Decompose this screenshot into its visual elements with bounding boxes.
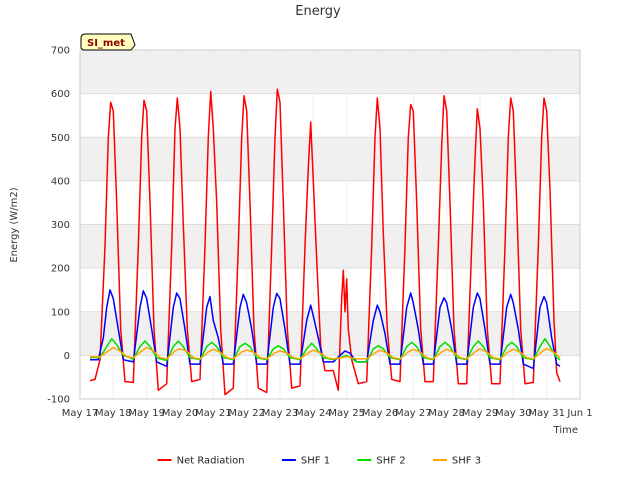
y-tick-label: 700	[51, 46, 70, 57]
y-tick-label: 200	[51, 264, 70, 275]
y-tick-label: 600	[51, 89, 70, 100]
plot-frame	[79, 49, 581, 400]
y-tick-labels: -100 0 100 200 300 400 500 600 700	[47, 46, 70, 406]
series-line-shf-3	[90, 346, 561, 360]
plot-band	[80, 137, 580, 181]
x-tick-label: May 26	[362, 408, 399, 419]
y-tick-label: 400	[51, 176, 70, 187]
series-line-net-radiation	[89, 88, 561, 396]
series-line-shf-1	[90, 289, 561, 370]
x-tick-label: May 30	[495, 408, 532, 419]
x-tick-label: May 25	[328, 408, 365, 419]
x-tick-label: May 17	[62, 408, 99, 419]
y-tick-label: 300	[51, 220, 70, 231]
x-tick-label: May 29	[462, 408, 499, 419]
plot-band	[80, 50, 580, 94]
x-tick-label: May 23	[262, 408, 299, 419]
legend-label: SHF 2	[376, 456, 405, 467]
x-tick-label: May 19	[128, 408, 165, 419]
y-tick-label: 100	[51, 307, 70, 318]
legend-item-shf-2: SHF 2	[357, 456, 406, 467]
y-tick-label: -100	[47, 395, 70, 406]
axes	[79, 49, 581, 400]
site-badge-label: SI_met	[87, 38, 125, 49]
legend-item-net-radiation: Net Radiation	[157, 456, 245, 467]
legend-item-shf-1: SHF 1	[281, 456, 330, 467]
x-tick-label: May 18	[95, 408, 132, 419]
plot-band	[80, 311, 580, 356]
legend-label: Net Radiation	[177, 456, 245, 467]
x-tick-label: May 22	[228, 408, 265, 419]
chart-title: Energy	[295, 4, 341, 19]
legend-item-shf-3: SHF 3	[432, 456, 481, 467]
x-tick-label: May 24	[295, 408, 332, 419]
y-tick-label: 500	[51, 133, 70, 144]
site-badge: SI_met	[80, 33, 136, 51]
x-tick-label: May 27	[395, 408, 432, 419]
plot-band	[80, 224, 580, 269]
x-tick-label: May 28	[428, 408, 465, 419]
legend-label: SHF 3	[452, 456, 481, 467]
y-tick-label: 0	[64, 351, 70, 362]
x-tick-label: May 20	[162, 408, 199, 419]
series-layer	[89, 88, 561, 396]
x-axis-title: Time	[553, 425, 578, 436]
site-badge-box	[80, 33, 136, 51]
y-axis-title: Energy (W/m2)	[9, 187, 20, 262]
legend: Net Radiation SHF 1 SHF 2 SHF 3	[157, 456, 481, 467]
x-tick-label: Jun 1	[566, 408, 592, 419]
x-tick-label: May 21	[195, 408, 232, 419]
legend-label: SHF 1	[301, 456, 330, 467]
series-line-shf-2	[90, 338, 561, 363]
x-tick-label: May 31	[528, 408, 565, 419]
